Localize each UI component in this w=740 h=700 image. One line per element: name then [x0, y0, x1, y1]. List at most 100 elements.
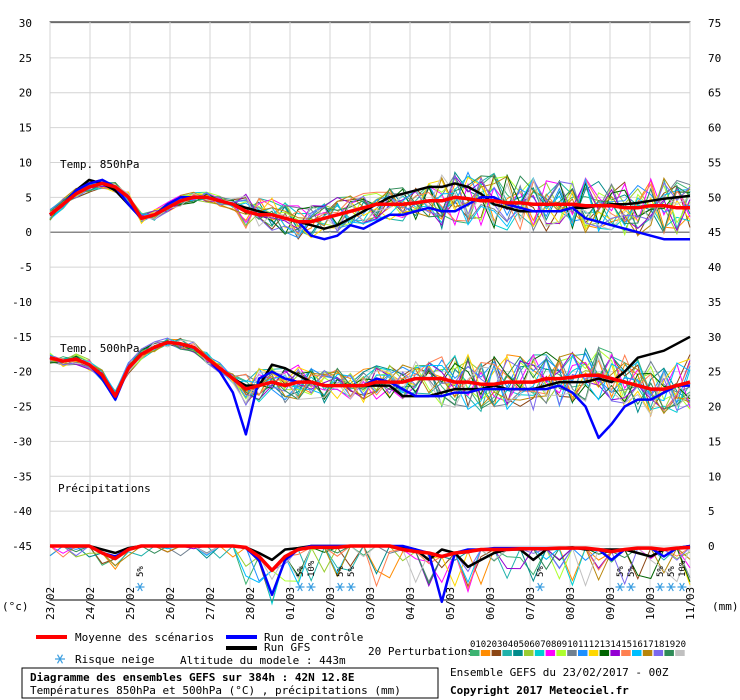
- perturbation-number: 01: [470, 640, 481, 650]
- snow-risk-label: 5%: [347, 566, 357, 577]
- right-tick-label: 25: [708, 366, 721, 379]
- snow-risk-label: 5%: [627, 566, 637, 577]
- perturbation-number: 11: [578, 640, 589, 650]
- snowflake-stroke: [297, 582, 303, 592]
- left-tick-label: -35: [12, 470, 32, 483]
- t850-mean-line: [48, 181, 690, 224]
- left-tick-label: 25: [19, 52, 32, 65]
- footer-ensemble: Ensemble GEFS du 23/02/2017 - 00Z: [450, 666, 669, 679]
- info-box: [21, 667, 439, 699]
- x-tick-label: 25/02: [124, 587, 137, 620]
- footer-subtitle: Températures 850hPa et 500hPa (°C) , pré…: [30, 684, 401, 697]
- x-tick-label: 07/03: [524, 587, 537, 620]
- right-tick-label: 10: [708, 470, 721, 483]
- snowflake-icon: [295, 582, 305, 592]
- left-tick-label: -15: [12, 331, 32, 344]
- perturbation-swatch: [642, 650, 653, 656]
- right-tick-label: 15: [708, 435, 721, 448]
- perturbation-850-line: [49, 175, 691, 237]
- left-tick-label: -10: [12, 296, 32, 309]
- right-tick-label: 5: [708, 505, 715, 518]
- x-tick-label: 27/02: [204, 587, 217, 620]
- x-tick-label: 11/03: [684, 587, 697, 620]
- snowflake-stroke: [628, 582, 634, 592]
- perturbation-number: 09: [556, 640, 567, 650]
- x-tick-label: 06/03: [484, 587, 497, 620]
- right-tick-label: 35: [708, 296, 721, 309]
- t500-mean-line: [49, 340, 691, 398]
- left-tick-label: 30: [19, 17, 32, 30]
- perturbation-swatch: [545, 650, 556, 656]
- legend-snow: Risque neige: [75, 653, 154, 666]
- perturbation-number: 19: [664, 640, 675, 650]
- snowflake-icon: [55, 654, 65, 664]
- x-tick-label: 23/02: [44, 587, 57, 620]
- panel-label-850: Temp. 850hPa: [60, 158, 139, 171]
- snow-risk-label: 10%: [678, 560, 688, 577]
- perturbation-swatch: [653, 650, 664, 656]
- perturbation-swatch: [491, 650, 502, 656]
- snowflake-stroke: [657, 582, 663, 592]
- perturbation-swatch: [599, 650, 610, 656]
- perturbation-swatch: [502, 650, 512, 656]
- left-tick-label: 0: [25, 226, 32, 239]
- left-tick-label: -5: [19, 261, 32, 274]
- snowflake-stroke: [617, 582, 623, 592]
- precip-mean-line: [50, 544, 691, 573]
- snowflake-icon: [615, 582, 625, 592]
- perturbation-number: 16: [632, 640, 643, 650]
- snow-risk-label: 5%: [296, 566, 306, 577]
- snowflake-icon: [666, 582, 676, 592]
- snowflake-stroke: [337, 582, 343, 592]
- perturbation-number: 08: [546, 640, 557, 650]
- snowflake-icon: [346, 582, 356, 592]
- snowflake-stroke: [137, 582, 143, 592]
- left-tick-label: -40: [12, 505, 32, 518]
- perturbation-swatch: [513, 650, 523, 656]
- perturbation-number: 10: [567, 640, 578, 650]
- perturbation-swatch: [578, 650, 588, 656]
- perturbation-legend: 01 02 03 04 05 06 07 08 09 10 11 12 13 14 15 16 17 18 19 20: [470, 640, 686, 656]
- perturbation-number: 20: [675, 640, 686, 650]
- snow-risk-label: 5%: [336, 566, 346, 577]
- perturbation-swatch: [675, 650, 685, 656]
- perturbation-850-line: [49, 176, 691, 239]
- perturbation-number: 13: [600, 640, 611, 650]
- perturbation-500-line: [49, 339, 691, 417]
- right-tick-label: 65: [708, 87, 721, 100]
- perturbation-swatch: [534, 650, 545, 656]
- right-tick-label: 40: [708, 261, 721, 274]
- perturbation-number: 07: [535, 640, 546, 650]
- snowflake-icon: [306, 582, 316, 592]
- x-axis-ticks: 23/02 24/02 25/02 26/02 27/02 28/02 01/03 02/03…: [44, 587, 697, 620]
- right-tick-label: 50: [708, 191, 721, 204]
- snowflake-stroke: [308, 582, 314, 592]
- x-tick-label: 08/03: [564, 587, 577, 620]
- panel-label-500: Temp. 500hPa: [60, 342, 139, 355]
- legend-altitude: Altitude du modele : 443m: [180, 654, 346, 667]
- perturbation-number: 14: [610, 640, 621, 650]
- x-tick-label: 03/03: [364, 587, 377, 620]
- x-tick-label: 24/02: [84, 587, 97, 620]
- left-tick-label: -30: [12, 435, 32, 448]
- left-tick-label: 15: [19, 122, 32, 135]
- perturbation-number: 12: [589, 640, 600, 650]
- snowflake-stroke: [679, 582, 685, 592]
- left-tick-label: -45: [12, 540, 32, 553]
- perturbation-swatch: [556, 650, 566, 656]
- left-tick-label: -25: [12, 401, 32, 414]
- snowflake-icon: [135, 582, 145, 592]
- legend-gfs: Run GFS: [264, 641, 310, 654]
- snow-risk-label: 5%: [616, 566, 626, 577]
- legend-control: Run de contrôle: [264, 631, 363, 644]
- snow-risk-label: 5%: [667, 566, 677, 577]
- right-tick-label: 45: [708, 226, 721, 239]
- left-tick-label: -20: [12, 366, 32, 379]
- right-tick-label: 20: [708, 401, 721, 414]
- perturbation-number: 02: [481, 640, 492, 650]
- perturbation-swatch: [610, 650, 620, 656]
- x-tick-label: 02/03: [324, 587, 337, 620]
- perturbation-500-line: [49, 341, 691, 415]
